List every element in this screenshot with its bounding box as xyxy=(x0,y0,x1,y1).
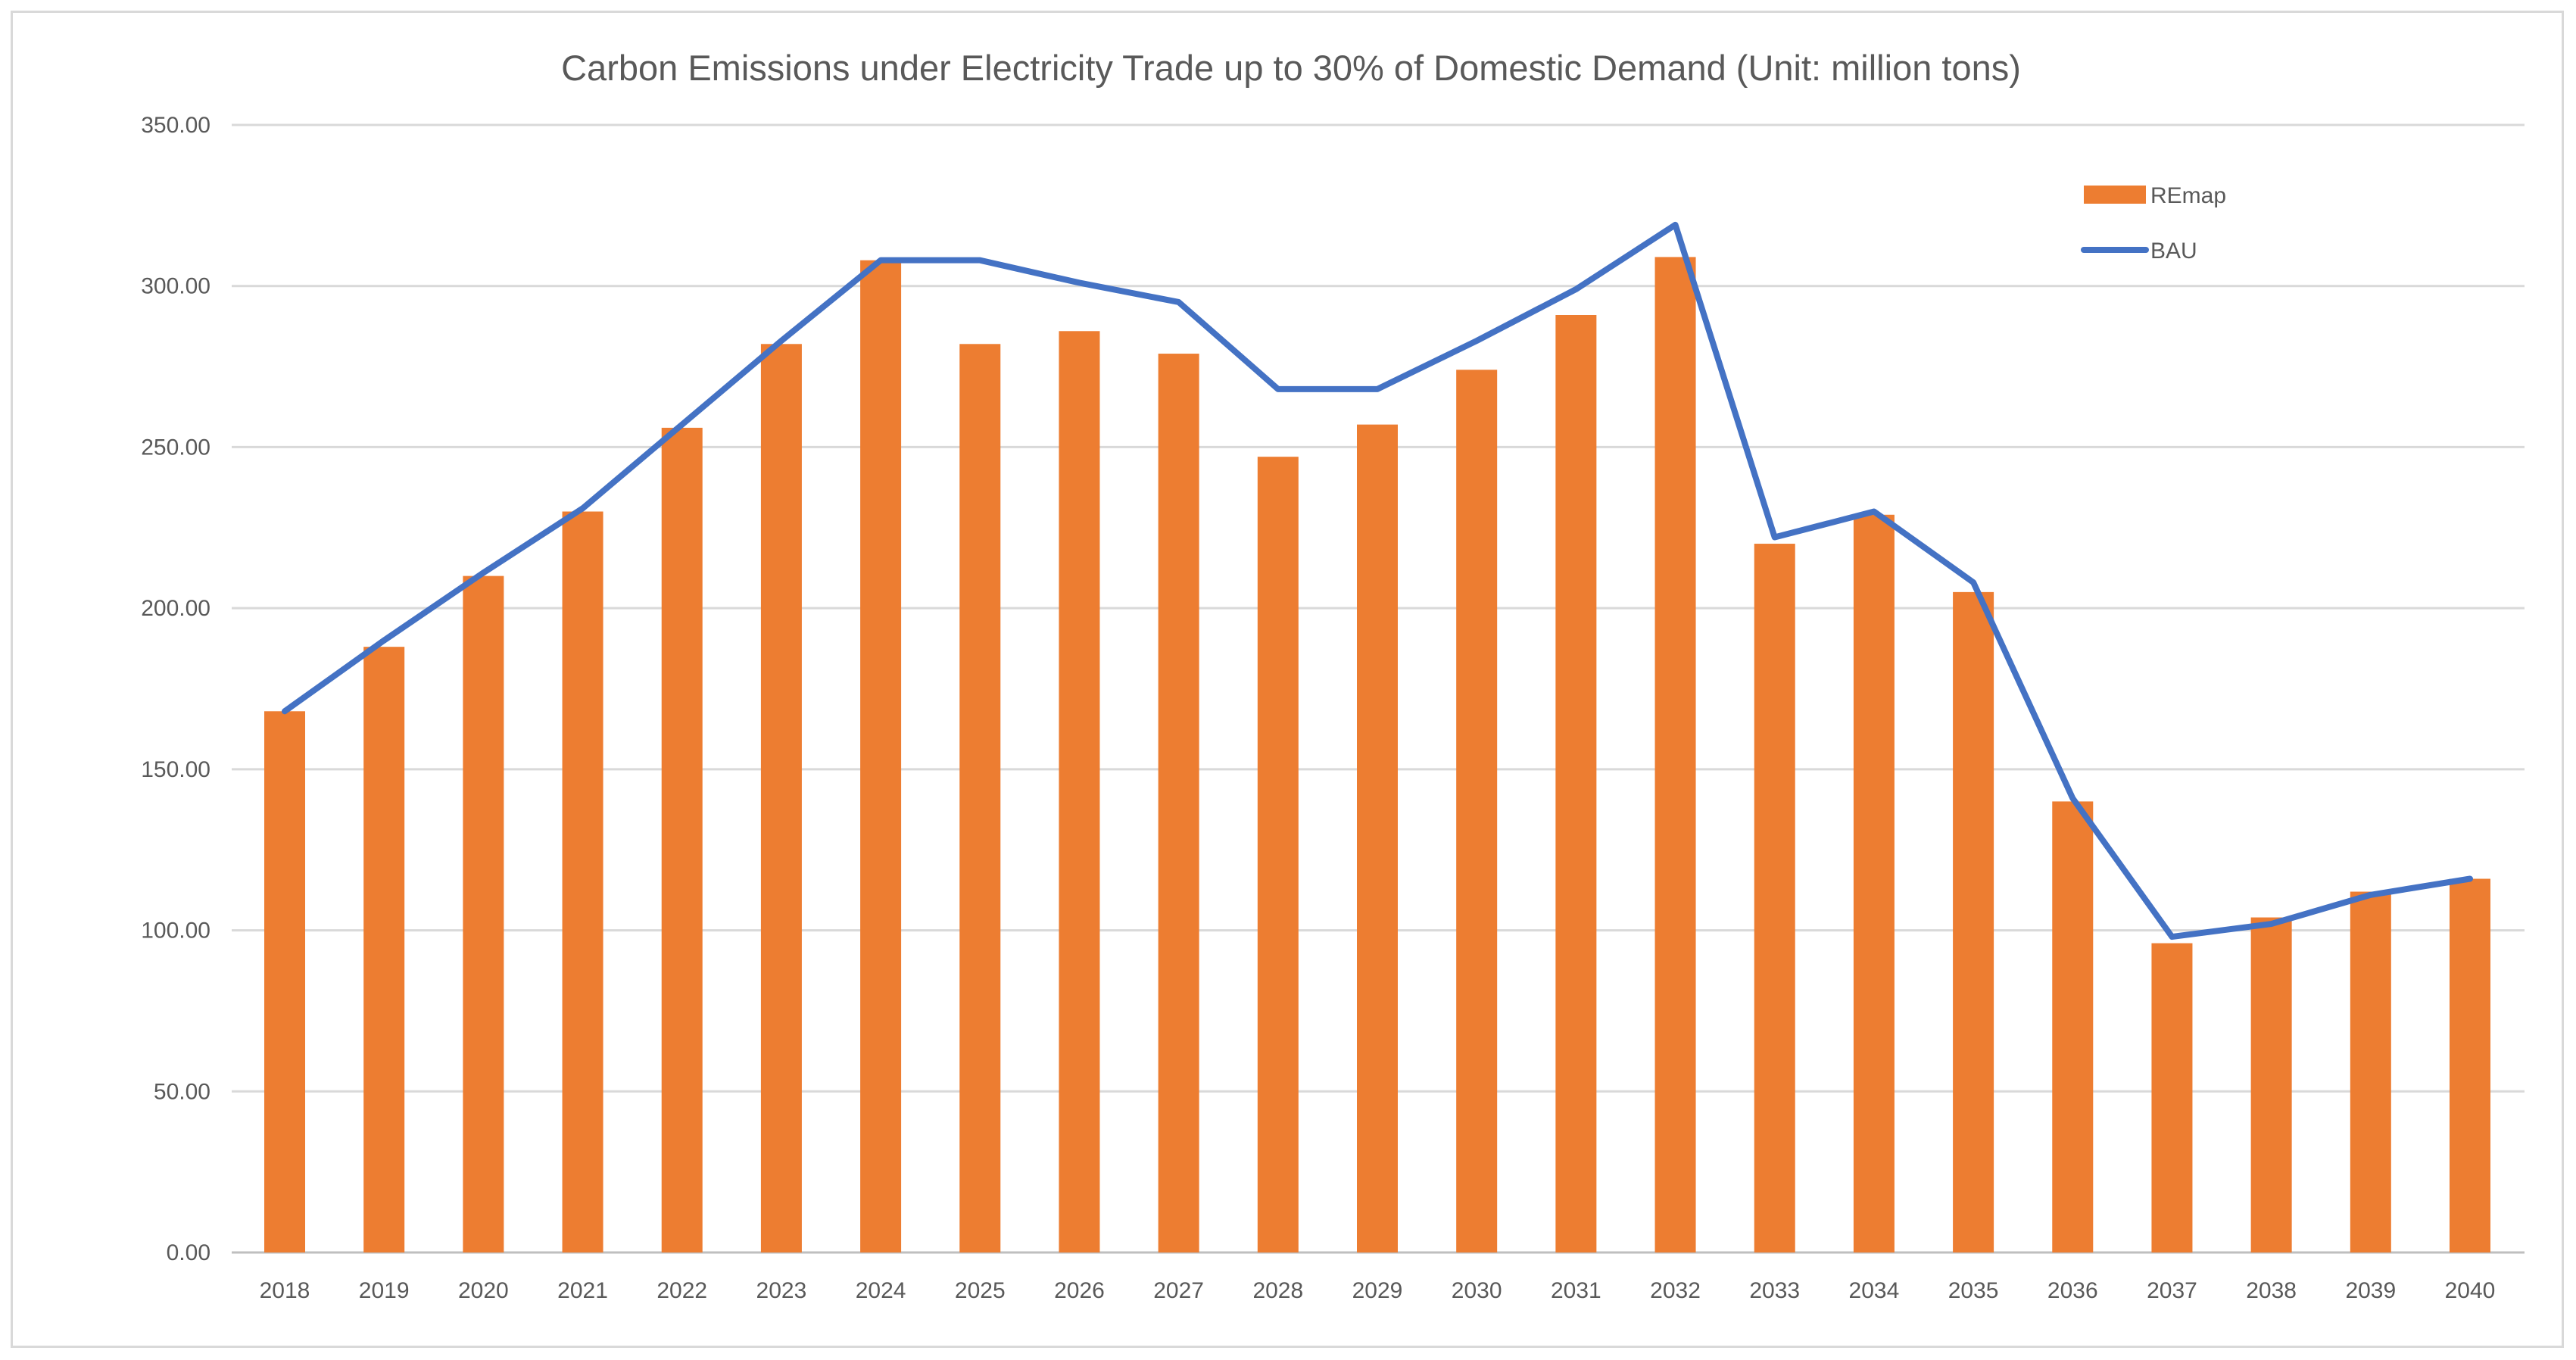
bar-2020 xyxy=(463,576,504,1252)
x-tick-label: 2038 xyxy=(2246,1278,2297,1303)
x-tick-label: 2026 xyxy=(1054,1278,1105,1303)
bar-2029 xyxy=(1357,424,1398,1252)
bar-2026 xyxy=(1059,331,1100,1252)
bar-2022 xyxy=(661,427,703,1252)
x-tick-label: 2020 xyxy=(458,1278,509,1303)
y-tick-label: 100.00 xyxy=(141,919,211,944)
y-tick-label: 350.00 xyxy=(141,113,211,138)
bar-2039 xyxy=(2350,891,2391,1252)
y-tick-label: 300.00 xyxy=(141,274,211,299)
x-tick-label: 2039 xyxy=(2345,1278,2396,1303)
y-axis-ticks: 0.00 50.00 100.00 150.00 200.00 250.00 300.00 3… xyxy=(141,113,211,1265)
y-tick-label: 250.00 xyxy=(141,435,211,460)
y-tick-label: 200.00 xyxy=(141,596,211,621)
bar-2033 xyxy=(1754,544,1795,1252)
x-tick-label: 2029 xyxy=(1352,1278,1403,1303)
x-tick-label: 2027 xyxy=(1153,1278,1204,1303)
x-tick-label: 2036 xyxy=(2047,1278,2098,1303)
bar-2038 xyxy=(2250,917,2292,1252)
bar-2031 xyxy=(1555,315,1597,1252)
bar-2037 xyxy=(2151,943,2193,1252)
bar-2030 xyxy=(1456,370,1498,1253)
y-tick-label: 150.00 xyxy=(141,757,211,782)
chart-title: Carbon Emissions under Electricity Trade… xyxy=(561,48,2021,88)
x-tick-label: 2022 xyxy=(656,1278,707,1303)
x-tick-label: 2019 xyxy=(359,1278,410,1303)
bar-2023 xyxy=(760,344,802,1252)
bar-2040 xyxy=(2450,878,2490,1252)
x-tick-label: 2032 xyxy=(1650,1278,1701,1303)
x-tick-label: 2025 xyxy=(955,1278,1006,1303)
x-tick-label: 2023 xyxy=(756,1278,807,1303)
x-axis-ticks: 2018 2019 2020 2021 2022 2023 2024 2025 2026 2027… xyxy=(260,1278,2496,1303)
x-tick-label: 2034 xyxy=(1849,1278,1900,1303)
bar-2035 xyxy=(1953,591,1994,1252)
x-tick-label: 2031 xyxy=(1551,1278,1601,1303)
bar-2025 xyxy=(959,344,1001,1252)
x-tick-label: 2035 xyxy=(1948,1278,1999,1303)
bar-2034 xyxy=(1853,514,1895,1252)
bar-2018 xyxy=(264,711,305,1252)
bar-2032 xyxy=(1654,257,1696,1252)
bar-2024 xyxy=(860,260,902,1253)
x-tick-label: 2040 xyxy=(2445,1278,2496,1303)
y-tick-label: 0.00 xyxy=(167,1240,211,1265)
bar-2028 xyxy=(1257,457,1299,1252)
x-tick-label: 2028 xyxy=(1252,1278,1303,1303)
legend-swatch-remap xyxy=(2084,186,2146,204)
x-tick-label: 2024 xyxy=(856,1278,906,1303)
bar-2021 xyxy=(562,511,603,1252)
bar-2019 xyxy=(363,647,405,1252)
x-tick-label: 2033 xyxy=(1749,1278,1800,1303)
y-tick-label: 50.00 xyxy=(154,1079,211,1104)
x-tick-label: 2018 xyxy=(260,1278,310,1303)
bar-series-remap xyxy=(264,257,2490,1253)
x-tick-label: 2037 xyxy=(2147,1278,2197,1303)
bar-2027 xyxy=(1158,354,1199,1252)
bar-2036 xyxy=(2052,801,2094,1252)
line-series-bau xyxy=(282,221,2473,940)
legend-label-bau: BAU xyxy=(2150,239,2197,264)
x-tick-label: 2021 xyxy=(557,1278,608,1303)
legend: REmap BAU xyxy=(2081,183,2226,264)
x-tick-label: 2030 xyxy=(1452,1278,1502,1303)
legend-label-remap: REmap xyxy=(2150,183,2226,208)
